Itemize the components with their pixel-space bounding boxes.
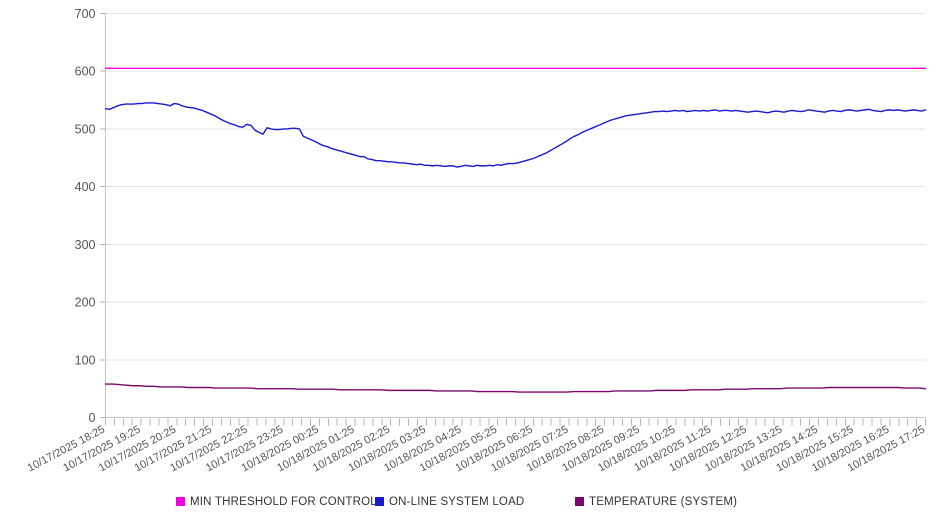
y-axis-tick-label: 0 <box>89 411 96 425</box>
y-axis-tick-label: 100 <box>75 353 96 367</box>
y-axis-labels: 0 100 200 300 400 500 600 700 <box>75 7 96 425</box>
x-axis-minor-ticks <box>105 418 926 426</box>
legend-swatch-3 <box>575 497 584 506</box>
y-axis-tick-label: 700 <box>75 7 96 21</box>
legend-label-1: MIN THRESHOLD FOR CONTROL <box>190 496 377 508</box>
axis-lines <box>105 13 926 418</box>
gridlines <box>105 13 926 361</box>
data-series <box>104 67 927 393</box>
y-axis-tick-label: 300 <box>75 238 96 252</box>
y-axis-tick-label: 600 <box>75 65 96 79</box>
y-axis-tick-label: 500 <box>75 122 96 136</box>
chart-legend: MIN THRESHOLD FOR CONTROL ON-LINE SYSTEM … <box>176 496 737 508</box>
y-axis-tick-label: 400 <box>75 180 96 194</box>
legend-label-2: ON-LINE SYSTEM LOAD <box>389 496 524 508</box>
legend-swatch-2 <box>375 497 384 506</box>
legend-label-3: TEMPERATURE (SYSTEM) <box>589 496 737 508</box>
series-line-2 <box>104 102 927 168</box>
y-axis-tick-marks <box>100 13 106 418</box>
legend-swatch-1 <box>176 497 185 506</box>
series-line-3 <box>104 383 927 393</box>
y-axis-tick-label: 200 <box>75 296 96 310</box>
